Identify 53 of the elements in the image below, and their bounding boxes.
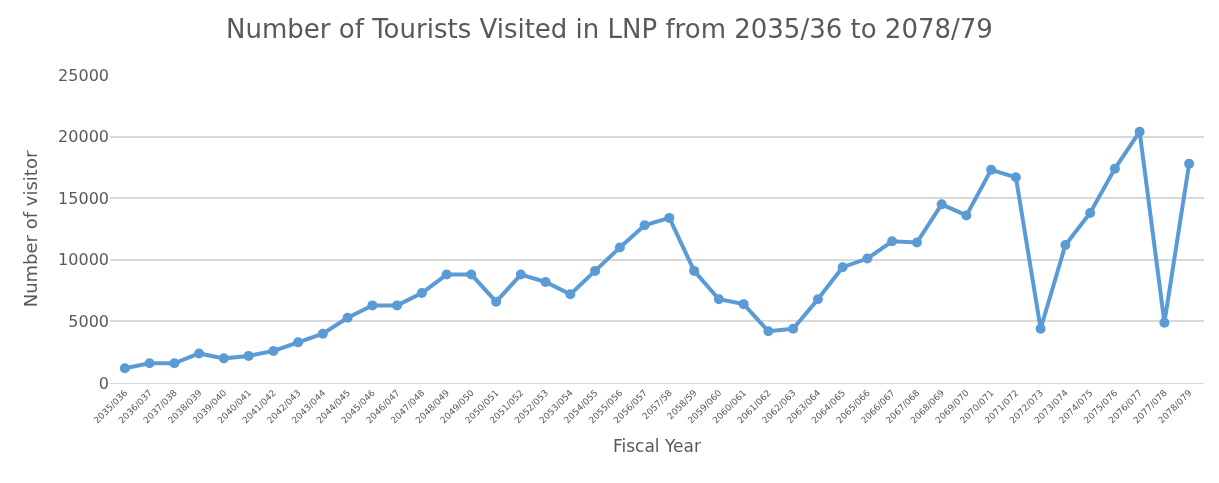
point <box>738 299 749 310</box>
point <box>1159 317 1170 328</box>
point <box>392 300 403 311</box>
point <box>491 296 502 307</box>
point <box>416 288 427 299</box>
point <box>639 220 650 231</box>
point <box>119 363 130 374</box>
point <box>986 164 997 175</box>
point <box>1109 163 1120 174</box>
point <box>911 237 922 248</box>
point <box>268 345 279 356</box>
point <box>763 326 774 337</box>
y-tick-label: 5000 <box>68 312 109 331</box>
point <box>515 269 526 280</box>
y-tick-label: 25000 <box>58 65 109 85</box>
y-tick-label: 20000 <box>58 127 109 147</box>
point <box>614 242 625 253</box>
point <box>936 199 947 210</box>
point <box>293 337 304 348</box>
point <box>1060 240 1071 251</box>
point <box>788 323 799 334</box>
point <box>466 269 477 280</box>
point <box>713 294 724 305</box>
point <box>1035 323 1046 334</box>
point <box>540 276 551 287</box>
chart-title: Number of Tourists Visited in LNP from 2035/36 to 2078/79 <box>226 13 993 44</box>
point <box>218 353 229 364</box>
point <box>1085 207 1096 218</box>
point <box>565 289 576 300</box>
point <box>837 262 848 273</box>
y-tick-label: 0 <box>98 373 109 393</box>
point <box>862 253 873 264</box>
point <box>342 312 353 323</box>
point <box>194 348 205 359</box>
point <box>243 350 254 361</box>
point <box>169 358 180 369</box>
point <box>664 212 675 223</box>
point <box>441 269 452 280</box>
point <box>1184 158 1195 169</box>
y-tick-label: 10000 <box>58 250 109 270</box>
point <box>812 294 823 305</box>
x-axis-title: Fiscal Year <box>612 435 702 456</box>
point <box>590 265 601 276</box>
y-tick-label: 15000 <box>58 188 109 208</box>
point <box>367 300 378 311</box>
point <box>887 236 898 247</box>
point <box>689 265 700 276</box>
point <box>317 328 328 339</box>
y-axis-title: Number of visitor <box>20 150 42 308</box>
point <box>1010 172 1021 183</box>
point <box>1134 126 1145 137</box>
point <box>144 358 155 369</box>
point <box>961 210 972 221</box>
